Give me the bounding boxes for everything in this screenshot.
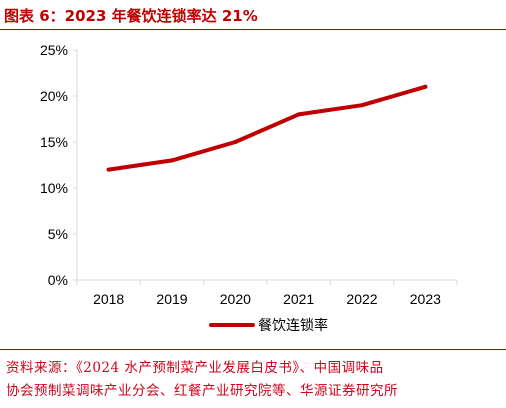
y-tick-label: 0% — [48, 272, 68, 288]
y-tick-label: 15% — [40, 134, 68, 150]
series-line — [106, 84, 428, 172]
x-tick-label: 2018 — [93, 291, 124, 307]
x-tick-label: 2019 — [156, 291, 187, 307]
x-tick-label: 2023 — [410, 291, 441, 307]
source-note: 资料来源：《2024 水产预制菜产业发展白皮书》、中国调味品 协会预制菜调味产业… — [6, 357, 500, 403]
y-tick-label: 10% — [40, 180, 68, 196]
title-divider — [0, 29, 506, 30]
source-line-1: 资料来源：《2024 水产预制菜产业发展白皮书》、中国调味品 — [6, 360, 384, 376]
data-point — [106, 167, 111, 172]
source-line-2: 协会预制菜调味产业分会、红餐产业研究院等、华源证券研究所 — [6, 383, 398, 399]
data-point — [170, 158, 174, 163]
data-point — [233, 140, 238, 144]
x-tick-label: 2020 — [220, 291, 251, 307]
figure-label: 图表 6： — [4, 7, 65, 25]
source-divider — [0, 349, 506, 350]
figure-title: 图表 6：2023 年餐饮连锁率达 21% — [4, 4, 502, 28]
y-tick-label: 25% — [40, 42, 68, 58]
x-tick-label: 2021 — [283, 291, 314, 307]
y-tick-label: 20% — [40, 88, 68, 104]
data-point — [423, 84, 428, 89]
data-point — [360, 103, 364, 108]
data-point — [296, 112, 301, 117]
figure-title-text: 2023 年餐饮连锁率达 21% — [64, 7, 258, 25]
legend-label: 餐饮连锁率 — [258, 317, 328, 333]
x-tick-label: 2022 — [346, 291, 377, 307]
line-chart: 0% 5% 10% 15% 20% 25% 2018 2019 2020 2021 2022 2023… — [40, 42, 458, 333]
y-tick-label: 5% — [48, 226, 68, 242]
